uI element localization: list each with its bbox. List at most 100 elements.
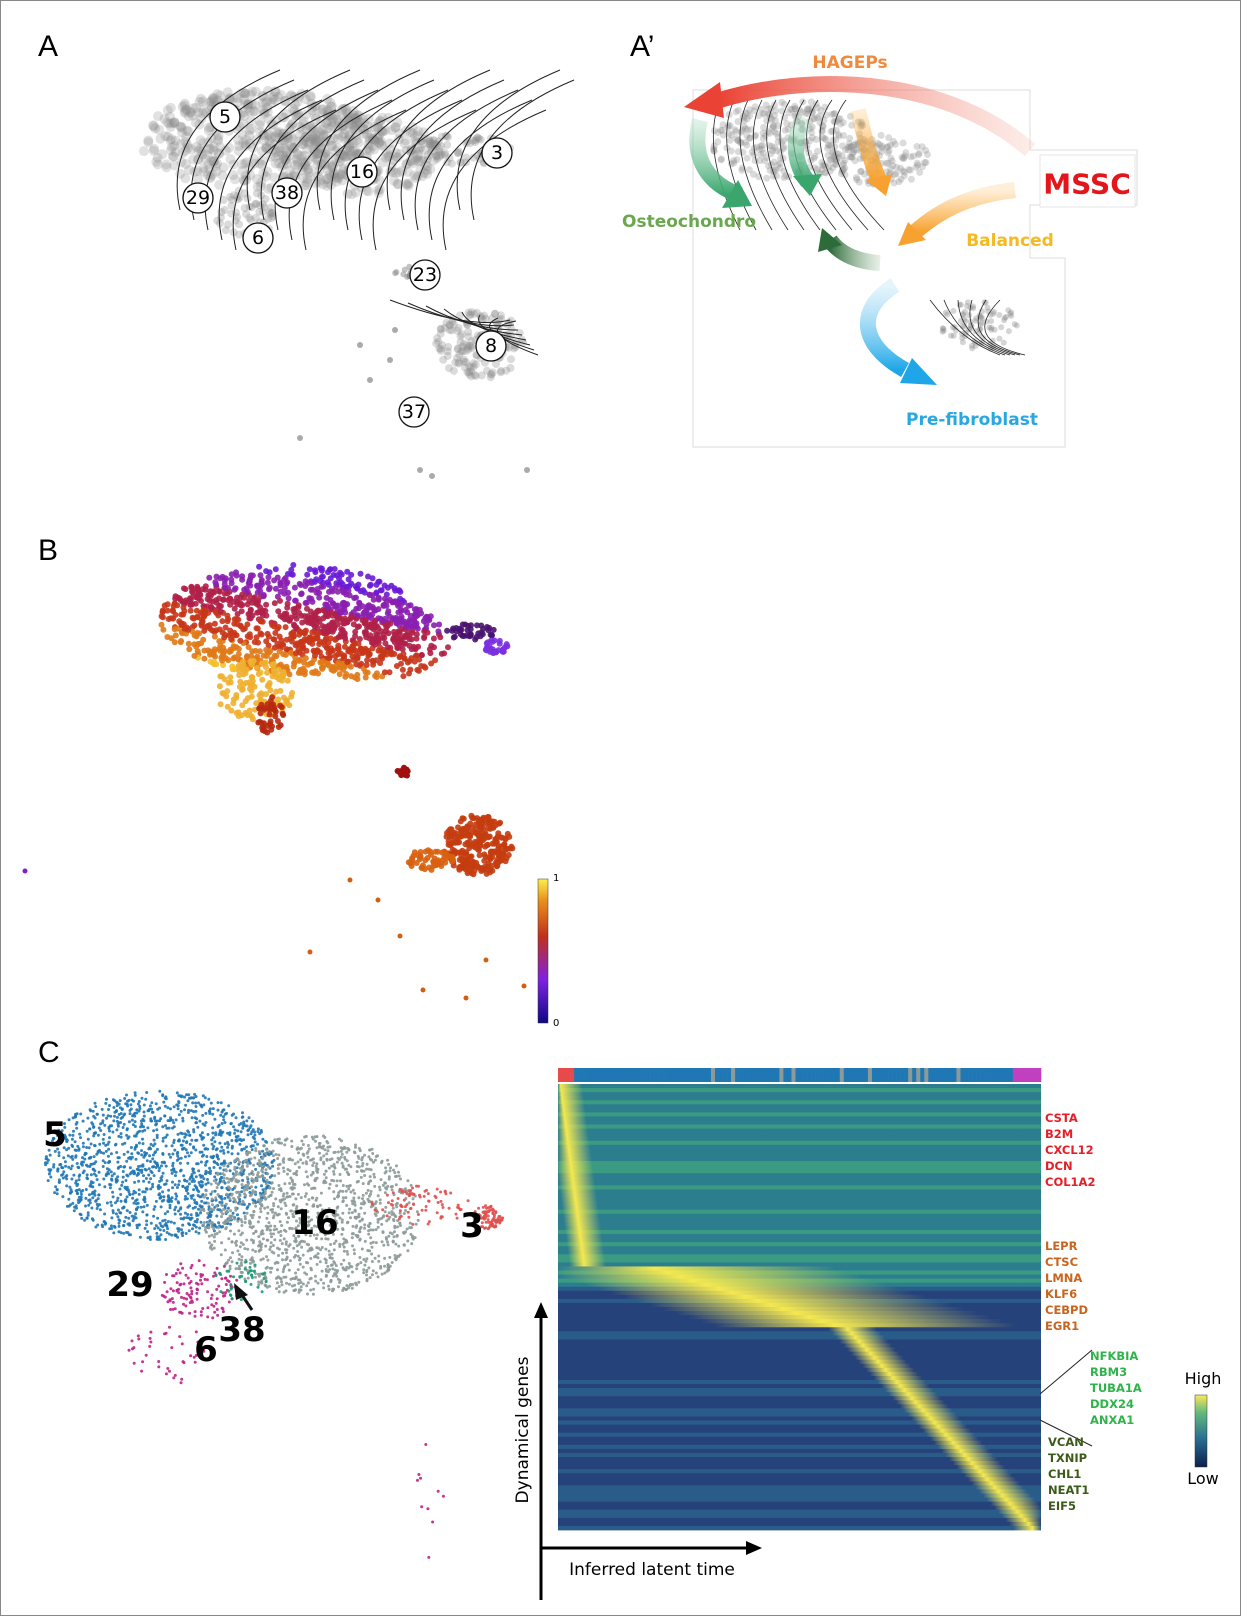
cell <box>83 1153 86 1156</box>
cell <box>202 612 208 618</box>
cell <box>291 154 301 164</box>
cell <box>505 831 511 837</box>
cell <box>263 638 269 644</box>
cell <box>164 1219 167 1222</box>
cell <box>237 130 247 140</box>
cell <box>414 860 420 866</box>
cell <box>103 1124 106 1127</box>
cell <box>153 111 163 121</box>
cell <box>193 1180 196 1183</box>
cell <box>418 854 424 860</box>
cell <box>501 852 507 858</box>
cell <box>177 1230 180 1233</box>
cell <box>735 107 742 114</box>
cell <box>493 649 499 655</box>
cell <box>327 653 333 659</box>
cell <box>274 626 280 632</box>
cell <box>67 1154 70 1157</box>
cell <box>120 1200 123 1203</box>
cell <box>249 674 255 680</box>
cell <box>424 155 432 163</box>
cell <box>271 705 277 711</box>
cell <box>80 1213 83 1216</box>
cell <box>127 1217 130 1220</box>
cell <box>208 1167 211 1170</box>
cell <box>111 1191 114 1194</box>
cell <box>380 126 390 136</box>
cell <box>791 103 798 110</box>
cell <box>200 1161 203 1164</box>
cell <box>297 657 303 663</box>
cell <box>279 143 289 153</box>
cell <box>172 1162 175 1165</box>
cell <box>220 630 226 636</box>
cell <box>353 595 359 601</box>
cell <box>107 1148 110 1151</box>
cell <box>217 1133 220 1136</box>
cell <box>458 330 466 338</box>
cell <box>450 321 458 329</box>
cell <box>450 367 458 375</box>
cell <box>185 1189 188 1192</box>
cell <box>187 1131 190 1134</box>
cell <box>185 1232 188 1235</box>
cell <box>230 1139 233 1142</box>
cell <box>283 581 289 587</box>
cell <box>107 1114 110 1117</box>
cell <box>236 672 242 678</box>
cell <box>158 1192 161 1195</box>
cell <box>241 1111 244 1114</box>
cell <box>217 1221 220 1224</box>
cell <box>376 596 382 602</box>
cell <box>86 1177 89 1180</box>
cell <box>153 1139 156 1142</box>
cell <box>200 1200 203 1203</box>
cell <box>161 1094 164 1097</box>
cell <box>307 566 313 572</box>
cell <box>183 597 189 603</box>
cell <box>217 1163 220 1166</box>
cell <box>492 638 498 644</box>
cell <box>252 1136 255 1139</box>
cell <box>188 1229 191 1232</box>
cell <box>47 1179 50 1182</box>
cell <box>106 1143 109 1146</box>
cell <box>318 131 328 141</box>
cell <box>232 1212 235 1215</box>
cell <box>217 208 225 216</box>
cell <box>77 1166 80 1169</box>
cell <box>454 344 462 352</box>
cell <box>269 1176 272 1179</box>
cell <box>90 1121 93 1124</box>
cell <box>319 665 325 671</box>
cell <box>231 1114 234 1117</box>
cell <box>398 934 403 939</box>
cell <box>298 591 304 597</box>
cell <box>123 1220 126 1223</box>
cell <box>1006 328 1012 334</box>
cell <box>215 1199 218 1202</box>
cell <box>337 609 343 615</box>
cell <box>727 137 734 144</box>
cell <box>126 1195 129 1198</box>
cell <box>235 1116 238 1119</box>
cell <box>208 604 214 610</box>
cell <box>166 122 176 132</box>
cell <box>165 1182 168 1185</box>
cell <box>159 622 165 628</box>
cell <box>467 364 475 372</box>
cell <box>82 1120 85 1123</box>
cell <box>443 141 451 149</box>
cell <box>206 1178 209 1181</box>
cell <box>122 1232 125 1235</box>
cell <box>219 1167 222 1170</box>
cell <box>123 1153 126 1156</box>
cell <box>173 632 179 638</box>
cell <box>808 98 815 105</box>
cell <box>750 171 757 178</box>
cell <box>328 575 334 581</box>
cell <box>488 632 494 638</box>
cell <box>335 616 341 622</box>
cell <box>320 658 326 664</box>
cell <box>143 1129 146 1132</box>
